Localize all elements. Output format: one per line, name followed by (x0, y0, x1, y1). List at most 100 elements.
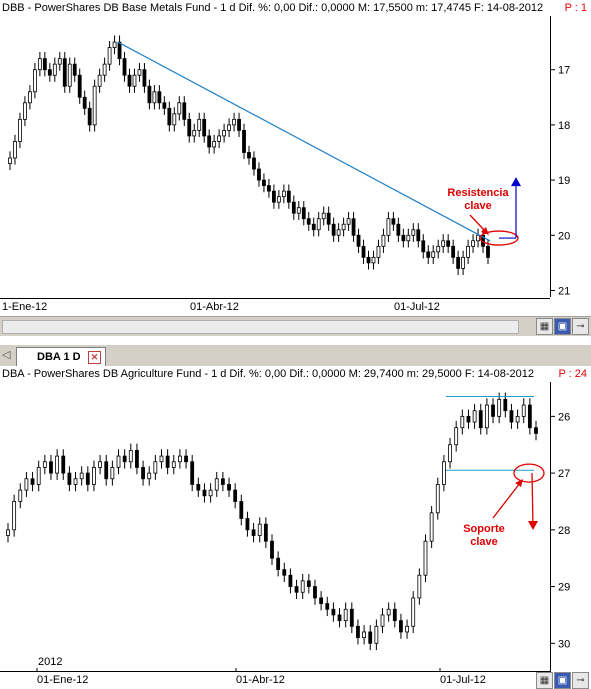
pin-icon[interactable]: ⊸ (572, 672, 589, 689)
candle (79, 472, 84, 480)
candle (141, 467, 145, 480)
arrow-head-icon (528, 521, 538, 530)
period-indicator: P : 1 (564, 2, 587, 14)
panel-toolbar: ▦ ▣ ⊸ (535, 672, 589, 689)
candle (87, 107, 92, 126)
candle (233, 489, 238, 502)
candle (137, 69, 142, 76)
candle (386, 608, 391, 616)
resistance-circle (479, 230, 519, 246)
candle (411, 229, 416, 236)
candle (466, 415, 471, 423)
candle (471, 240, 475, 247)
x-tick-label: 01-Abr-12 (190, 301, 239, 313)
candle (222, 129, 227, 137)
candle (242, 129, 246, 153)
candle (12, 501, 17, 531)
candle (212, 141, 217, 148)
candle (252, 157, 256, 170)
candle (117, 41, 122, 60)
candle (294, 586, 299, 593)
tab-scroll-left-icon[interactable]: ◁ (2, 349, 11, 361)
candle (411, 597, 416, 627)
candle (286, 190, 291, 203)
save-icon[interactable]: ▣ (554, 318, 571, 335)
candle (351, 218, 356, 236)
y-tick-label: 19 (558, 175, 570, 187)
chart-panel-dbb[interactable]: DBB - PowerShares DB Base Metals Fund - … (0, 0, 591, 345)
candle (67, 472, 72, 485)
candle (30, 478, 35, 485)
candle (202, 118, 207, 137)
candle (42, 58, 47, 71)
candle (436, 245, 441, 253)
candle (421, 240, 426, 253)
candle (271, 190, 276, 203)
chart-title: DBB - PowerShares DB Base Metals Fund - … (2, 2, 544, 14)
arrow-head-icon (481, 227, 489, 235)
candle (301, 207, 306, 220)
candle (18, 489, 23, 502)
candle (182, 102, 187, 120)
price-axis-divider (550, 382, 551, 672)
pin-icon[interactable]: ⊸ (572, 318, 589, 335)
candle (37, 58, 42, 71)
candle (220, 478, 225, 485)
candle (98, 461, 102, 468)
candle (319, 597, 324, 604)
candle (336, 229, 341, 236)
candle (423, 540, 428, 576)
candle (227, 484, 231, 491)
tab-dba[interactable]: DBA 1 D ✕ (16, 347, 106, 366)
scroll-track[interactable] (2, 320, 519, 334)
candle (478, 410, 483, 429)
chart-scrollbar[interactable]: ▦ ▣ ⊸ (0, 316, 591, 336)
candle (187, 118, 192, 137)
annotation-label: Soporte (463, 523, 505, 535)
candle (107, 47, 112, 65)
candle (122, 455, 127, 463)
candle (42, 461, 47, 468)
y-tick-label: 18 (558, 120, 570, 132)
date-axis: 1-Ene-12 01-Abr-12 01-Jul-12 (0, 298, 550, 316)
zoom-icon[interactable]: ▦ (536, 672, 553, 689)
candle (152, 91, 157, 104)
candle (311, 223, 316, 231)
close-icon[interactable]: ✕ (88, 351, 101, 364)
candle (159, 455, 164, 463)
candle (167, 107, 172, 126)
candle (24, 478, 29, 491)
candle (251, 529, 256, 536)
chart-header: DBA - PowerShares DB Agriculture Fund - … (0, 366, 591, 382)
save-icon[interactable]: ▣ (554, 672, 571, 689)
candle (82, 96, 87, 109)
y-tick-label: 28 (558, 525, 570, 537)
candle (227, 124, 231, 131)
candle (61, 455, 66, 474)
candle (72, 63, 77, 76)
candle (85, 472, 90, 485)
candle (374, 625, 379, 644)
annotation-pointer (469, 214, 487, 233)
candle (356, 625, 360, 639)
candle (431, 251, 436, 258)
candle (122, 58, 127, 76)
candle (461, 256, 466, 269)
candle (276, 196, 281, 203)
candle (306, 218, 311, 225)
candle (368, 631, 373, 644)
annotation-label: clave (464, 200, 492, 212)
candle (484, 404, 489, 429)
zoom-icon[interactable]: ▦ (536, 318, 553, 335)
candle (454, 427, 459, 446)
candle (282, 569, 287, 576)
chart-title: DBA - PowerShares DB Agriculture Fund - … (2, 368, 534, 380)
candle (73, 478, 78, 485)
candle (104, 461, 109, 480)
candle (172, 113, 177, 126)
chart-panel-dba[interactable]: DBA - PowerShares DB Agriculture Fund - … (0, 366, 591, 689)
candle (190, 461, 195, 485)
candle (442, 461, 446, 485)
